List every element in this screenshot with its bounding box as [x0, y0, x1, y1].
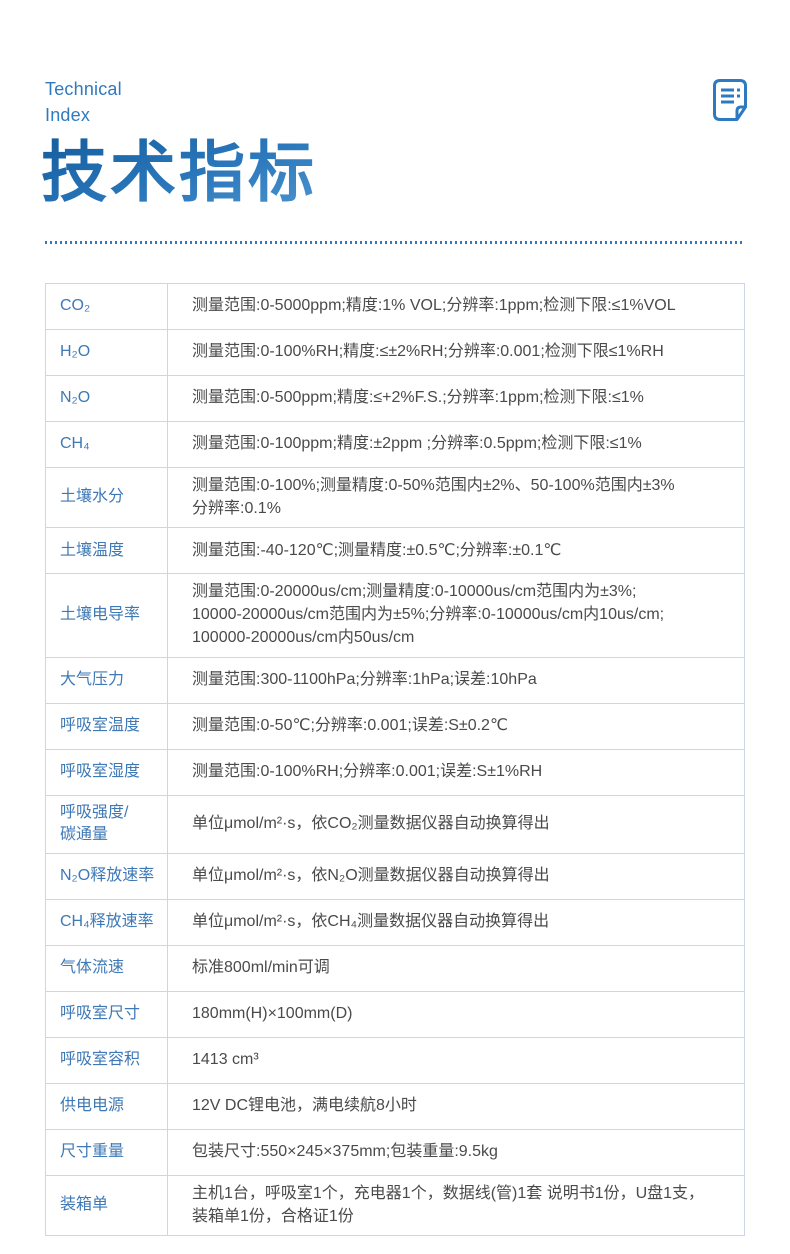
- spec-value: 测量范围:0-50℃;分辨率:0.001;误差:S±0.2℃: [192, 716, 508, 734]
- spec-value: 180mm(H)×100mm(D): [192, 1005, 353, 1023]
- spec-label: 呼吸室尺寸: [46, 992, 168, 1038]
- table-row-ch4-release-rate: CH₄释放速率 单位μmol/m²·s，依CH₄测量数据仪器自动换算得出: [46, 899, 744, 946]
- table-row-h2o: H₂O 测量范围:0-100%RH;精度:≤±2%RH;分辨率:0.001;检测…: [46, 329, 744, 375]
- spec-value: 测量范围:0-5000ppm;精度:1% VOL;分辨率:1ppm;检测下限:≤…: [192, 297, 676, 315]
- spec-label: 呼吸强度/ 碳通量: [46, 795, 168, 854]
- spec-value: 单位μmol/m²·s，依CO₂测量数据仪器自动换算得出: [192, 814, 550, 832]
- spec-value: 包装尺寸:550×245×375mm;包装重量:9.5kg: [192, 1143, 498, 1161]
- spec-label: N₂O释放速率: [46, 854, 168, 900]
- spec-value: 测量范围:0-100%RH;精度:≤±2%RH;分辨率:0.001;检测下限≤1…: [192, 343, 664, 361]
- spec-label: 呼吸室湿度: [46, 749, 168, 795]
- table-row-size-weight: 尺寸重量 包装尺寸:550×245×375mm;包装重量:9.5kg: [46, 1129, 744, 1176]
- table-row-soil-conductivity: 土壤电导率 测量范围:0-20000us/cm;测量精度:0-10000us/c…: [46, 573, 744, 657]
- table-row-n2o-release-rate: N₂O释放速率 单位μmol/m²·s，依N₂O测量数据仪器自动换算得出: [46, 853, 744, 900]
- spec-value: 测量范围:0-100%;测量精度:0-50%范围内±2%、50-100%范围内±…: [192, 477, 675, 517]
- table-row-chamber-size: 呼吸室尺寸 180mm(H)×100mm(D): [46, 991, 744, 1038]
- spec-label: H₂O: [46, 330, 168, 375]
- table-row-gas-flow: 气体流速 标准800ml/min可调: [46, 945, 744, 992]
- spec-label: 土壤水分: [46, 468, 168, 528]
- table-row-air-pressure: 大气压力 测量范围:300-1100hPa;分辨率:1hPa;误差:10hPa: [46, 656, 744, 703]
- table-row-n2o: N₂O 测量范围:0-500ppm;精度:≤+2%F.S.;分辨率:1ppm;检…: [46, 375, 744, 421]
- spec-value: 测量范围:0-20000us/cm;测量精度:0-10000us/cm范围内为±…: [192, 583, 665, 646]
- spec-label: 呼吸室温度: [46, 703, 168, 749]
- spec-label: 土壤电导率: [46, 574, 168, 657]
- spec-value: 测量范围:300-1100hPa;分辨率:1hPa;误差:10hPa: [192, 670, 537, 688]
- table-row-chamber-volume: 呼吸室容积 1413 cm³: [46, 1037, 744, 1084]
- spec-value: 测量范围:0-500ppm;精度:≤+2%F.S.;分辨率:1ppm;检测下限:…: [192, 389, 644, 407]
- document-list-icon: [713, 79, 747, 121]
- spec-label: CH₄释放速率: [46, 900, 168, 946]
- spec-label: 供电电源: [46, 1084, 168, 1130]
- spec-value: 单位μmol/m²·s，依CH₄测量数据仪器自动换算得出: [192, 913, 550, 931]
- spec-label: 装箱单: [46, 1176, 168, 1236]
- table-row-co2: CO₂ 测量范围:0-5000ppm;精度:1% VOL;分辨率:1ppm;检测…: [46, 284, 744, 329]
- spec-label: 土壤温度: [46, 528, 168, 574]
- spec-label: N₂O: [46, 376, 168, 421]
- spec-value: 单位μmol/m²·s，依N₂O测量数据仪器自动换算得出: [192, 867, 550, 885]
- spec-value: 12V DC锂电池，满电续航8小时: [192, 1097, 417, 1115]
- spec-label: 呼吸室容积: [46, 1038, 168, 1084]
- spec-value: 1413 cm³: [192, 1051, 259, 1069]
- table-row-respiration-intensity: 呼吸强度/ 碳通量 单位μmol/m²·s，依CO₂测量数据仪器自动换算得出: [46, 794, 744, 854]
- table-row-chamber-temperature: 呼吸室温度 测量范围:0-50℃;分辨率:0.001;误差:S±0.2℃: [46, 702, 744, 749]
- table-row-ch4: CH₄ 测量范围:0-100ppm;精度:±2ppm ;分辨率:0.5ppm;检…: [46, 421, 744, 467]
- spec-label: 尺寸重量: [46, 1130, 168, 1176]
- page-title: 技术指标: [41, 137, 317, 210]
- table-row-soil-temperature: 土壤温度 测量范围:-40-120℃;测量精度:±0.5℃;分辨率:±0.1℃: [46, 527, 744, 574]
- spec-label: 气体流速: [46, 946, 168, 992]
- table-row-power-supply: 供电电源 12V DC锂电池，满电续航8小时: [46, 1083, 744, 1130]
- eyebrow-text: Technical Index: [45, 79, 122, 126]
- table-row-soil-moisture: 土壤水分 测量范围:0-100%;测量精度:0-50%范围内±2%、50-100…: [46, 467, 744, 528]
- spec-table: CO₂ 测量范围:0-5000ppm;精度:1% VOL;分辨率:1ppm;检测…: [45, 283, 745, 1237]
- spec-label: CO₂: [46, 284, 168, 329]
- spec-value: 主机1台，呼吸室1个，充电器1个，数据线(管)1套 说明书1份，U盘1支， 装箱…: [192, 1185, 705, 1225]
- table-row-packing-list: 装箱单 主机1台，呼吸室1个，充电器1个，数据线(管)1套 说明书1份，U盘1支…: [46, 1175, 744, 1236]
- spec-value: 测量范围:0-100ppm;精度:±2ppm ;分辨率:0.5ppm;检测下限:…: [192, 435, 642, 453]
- spec-value: 测量范围:0-100%RH;分辨率:0.001;误差:S±1%RH: [192, 762, 543, 780]
- spec-label: 大气压力: [46, 657, 168, 703]
- dotted-divider: [45, 241, 745, 244]
- table-row-chamber-humidity: 呼吸室湿度 测量范围:0-100%RH;分辨率:0.001;误差:S±1%RH: [46, 748, 744, 795]
- spec-value: 测量范围:-40-120℃;测量精度:±0.5℃;分辨率:±0.1℃: [192, 541, 562, 559]
- spec-value: 标准800ml/min可调: [192, 959, 330, 977]
- spec-label: CH₄: [46, 422, 168, 467]
